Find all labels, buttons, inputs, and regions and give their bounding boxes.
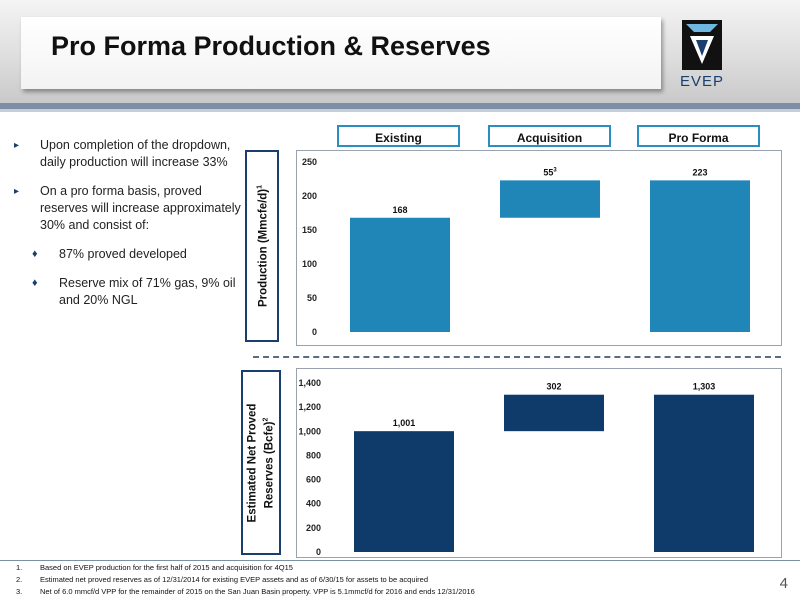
y-tick-label: 100 <box>302 259 317 269</box>
footnote-1: 1. Based on EVEP production for the first… <box>16 563 293 572</box>
column-label-existing: Existing <box>337 125 460 147</box>
production-chart: 0 50 100 150 200 250 168 553 223 <box>302 157 750 337</box>
y-tick-label: 200 <box>306 523 321 533</box>
y-tick-label: 50 <box>307 293 317 303</box>
logo-text: EVEP <box>679 73 725 90</box>
y-tick-label: 200 <box>302 191 317 201</box>
diamond-bullet-icon: ♦ <box>32 277 38 289</box>
reserves-axis-label-box: Estimated Net Proved Reserves (Bcfe)2 <box>241 370 281 555</box>
bullet-text: On a pro forma basis, proved reserves wi… <box>40 184 241 232</box>
dashed-divider <box>253 356 781 358</box>
bullet-text: Upon completion of the dropdown, daily p… <box>40 138 231 169</box>
y-tick-label: 1,400 <box>298 378 321 388</box>
y-tick-label: 0 <box>316 547 321 557</box>
production-axis-label: Production (Mmcfe/d)1 <box>256 184 270 308</box>
triangle-bullet-icon: ▸ <box>14 186 20 197</box>
production-axis-label-box: Production (Mmcfe/d)1 <box>245 150 279 342</box>
slide-title: Pro Forma Production & Reserves <box>51 31 491 61</box>
reserves-axis-label: Estimated Net Proved Reserves (Bcfe)2 <box>246 403 276 522</box>
bar-pro-forma <box>654 394 754 552</box>
column-label-acquisition: Acquisition <box>488 125 611 147</box>
production-chart-frame <box>296 150 782 346</box>
data-label: 1,001 <box>393 418 416 428</box>
footnote-3: 3. Net of 6.0 mmcf/d VPP for the remainde… <box>16 587 475 596</box>
header-accent-bar <box>0 103 800 109</box>
reserves-chart: 0 200 400 600 800 1,000 1,200 1,400 1,001 302 1,30… <box>298 378 754 557</box>
page-number: 4 <box>779 575 788 592</box>
y-tick-label: 600 <box>306 475 321 485</box>
diamond-bullet-icon: ♦ <box>32 248 38 260</box>
sub-bullet-text: 87% proved developed <box>59 247 187 261</box>
bar-pro-forma <box>650 180 750 332</box>
bar-acquisition <box>504 394 604 432</box>
evep-logo-icon <box>682 20 722 70</box>
bullet-item: ▸ Upon completion of the dropdown, daily… <box>12 137 242 171</box>
triangle-bullet-icon: ▸ <box>14 140 20 151</box>
data-label: 168 <box>392 205 407 215</box>
y-tick-label: 800 <box>306 450 321 460</box>
y-tick-label: 1,200 <box>298 402 321 412</box>
header-accent-bar-light <box>0 109 800 112</box>
data-label: 1,303 <box>693 382 716 392</box>
bar-existing <box>350 217 450 332</box>
y-tick-label: 150 <box>302 225 317 235</box>
footnotes <box>0 560 800 601</box>
data-label: 302 <box>546 382 561 392</box>
sub-bullet-item: ♦ Reserve mix of 71% gas, 9% oil and 20%… <box>12 275 242 309</box>
y-tick-label: 0 <box>312 327 317 337</box>
bar-existing <box>354 431 454 552</box>
footnote-2: 2. Estimated net proved reserves as of 12… <box>16 575 429 584</box>
y-tick-label: 400 <box>306 499 321 509</box>
sub-bullet-item: ♦ 87% proved developed <box>12 246 242 263</box>
bullet-item: ▸ On a pro forma basis, proved reserves … <box>12 183 242 234</box>
y-tick-label: 250 <box>302 157 317 167</box>
data-label: 223 <box>692 167 707 177</box>
y-tick-label: 1,000 <box>298 426 321 436</box>
sub-bullet-text: Reserve mix of 71% gas, 9% oil and 20% N… <box>59 276 236 307</box>
title-box: Pro Forma Production & Reserves <box>21 17 661 89</box>
reserves-chart-frame <box>296 368 782 558</box>
data-label: 553 <box>543 167 557 177</box>
column-label-pro-forma: Pro Forma <box>637 125 760 147</box>
bullet-list: ▸ Upon completion of the dropdown, daily… <box>12 137 242 321</box>
bar-acquisition <box>500 180 600 218</box>
